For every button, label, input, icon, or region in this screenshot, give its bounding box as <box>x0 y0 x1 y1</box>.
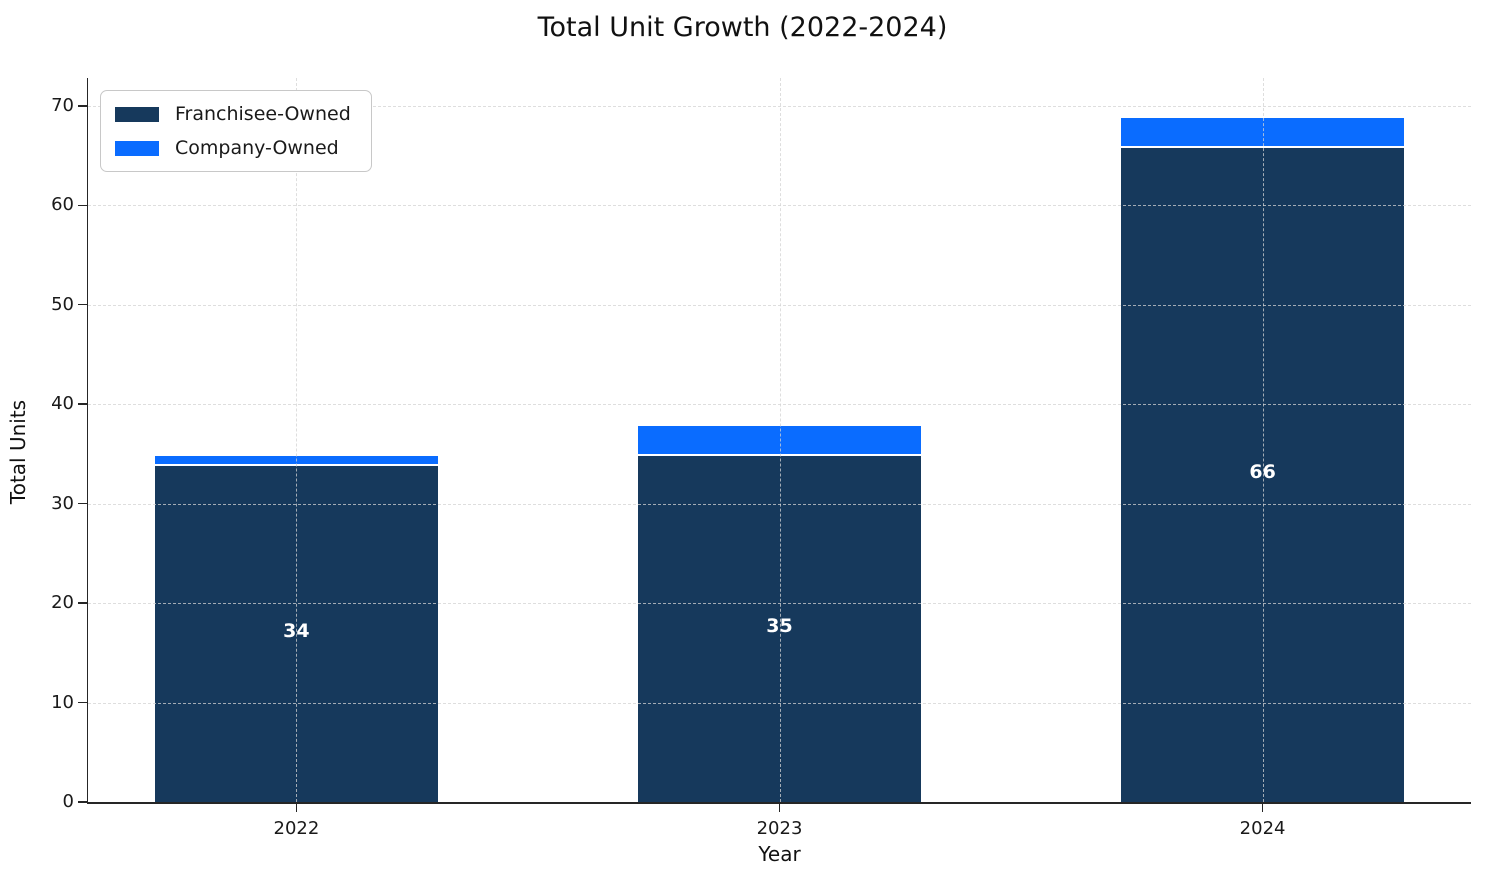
x-tick-mark-2023 <box>778 803 781 812</box>
y-tick-label-40: 40 <box>51 393 74 415</box>
y-axis-spine <box>86 78 88 804</box>
legend-swatch-icon <box>115 140 159 156</box>
x-axis-label: Year <box>758 842 801 866</box>
y-tick-label-70: 70 <box>51 94 74 116</box>
legend: Franchisee-Owned Company-Owned <box>100 90 372 172</box>
gridline-v-2024 <box>1262 78 1264 802</box>
x-axis-spine <box>86 802 1471 804</box>
x-tick-label-2023: 2023 <box>756 818 803 839</box>
x-tick-label-2024: 2024 <box>1239 818 1286 839</box>
y-tick-mark-0 <box>78 801 87 803</box>
legend-label: Company-Owned <box>175 137 339 159</box>
bar-value-label: 35 <box>766 614 793 637</box>
y-tick-mark-40 <box>78 403 87 405</box>
legend-item-company-owned: Company-Owned <box>115 137 351 159</box>
y-tick-label-20: 20 <box>51 592 74 614</box>
y-tick-mark-20 <box>78 602 87 604</box>
y-tick-mark-60 <box>78 204 87 207</box>
y-tick-label-30: 30 <box>51 492 74 514</box>
legend-label: Franchisee-Owned <box>175 103 351 125</box>
y-tick-mark-30 <box>78 502 87 505</box>
bar-value-label: 66 <box>1249 460 1276 483</box>
x-tick-mark-2022 <box>295 803 298 812</box>
x-tick-label-2022: 2022 <box>273 818 320 839</box>
y-tick-label-60: 60 <box>51 194 74 216</box>
x-tick-mark-2024 <box>1261 803 1264 812</box>
gridline-v-2023 <box>779 78 781 802</box>
y-tick-mark-10 <box>78 701 87 704</box>
chart-title: Total Unit Growth (2022-2024) <box>537 12 948 43</box>
y-tick-mark-70 <box>78 105 87 107</box>
legend-item-franchisee-owned: Franchisee-Owned <box>115 103 351 125</box>
y-tick-label-0: 0 <box>62 791 74 812</box>
bar-value-label: 34 <box>283 619 310 642</box>
legend-swatch-icon <box>115 106 159 122</box>
y-tick-mark-50 <box>78 303 87 306</box>
y-tick-label-50: 50 <box>51 293 74 315</box>
gridline-v-2022 <box>296 78 298 802</box>
y-tick-label-10: 10 <box>51 691 74 713</box>
